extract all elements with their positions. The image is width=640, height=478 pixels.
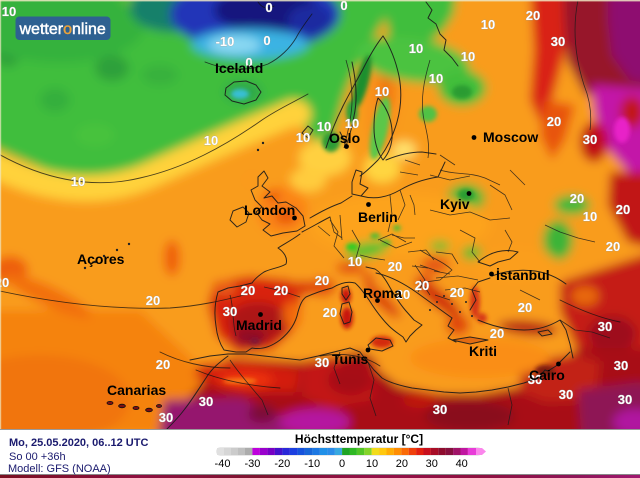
svg-text:40: 40 <box>456 458 468 470</box>
svg-text:20: 20 <box>526 8 540 23</box>
svg-text:10: 10 <box>375 84 389 99</box>
svg-text:Cairo: Cairo <box>529 367 565 383</box>
svg-text:20: 20 <box>606 239 620 254</box>
svg-text:Kyiv: Kyiv <box>440 196 470 212</box>
svg-text:Höchsttemperatur [°C]: Höchsttemperatur [°C] <box>295 432 423 446</box>
svg-text:-20: -20 <box>274 458 290 470</box>
svg-text:30: 30 <box>426 458 438 470</box>
svg-text:Oslo: Oslo <box>329 130 360 146</box>
svg-text:30: 30 <box>598 319 612 334</box>
svg-text:0: 0 <box>263 33 270 48</box>
svg-text:10: 10 <box>204 133 218 148</box>
svg-text:30: 30 <box>559 387 573 402</box>
svg-text:10: 10 <box>366 458 378 470</box>
svg-text:10: 10 <box>71 174 85 189</box>
svg-text:20: 20 <box>570 191 584 206</box>
svg-text:Tunis: Tunis <box>332 351 369 367</box>
svg-text:20: 20 <box>396 287 410 302</box>
svg-text:-40: -40 <box>215 458 231 470</box>
svg-text:30: 30 <box>583 132 597 147</box>
svg-text:20: 20 <box>518 300 532 315</box>
svg-text:Modell: GFS (NOAA): Modell: GFS (NOAA) <box>8 463 111 475</box>
svg-text:Mo, 25.05.2020, 06..12 UTC: Mo, 25.05.2020, 06..12 UTC <box>9 437 148 449</box>
svg-text:-10: -10 <box>216 34 235 49</box>
svg-text:20: 20 <box>323 305 337 320</box>
svg-text:-10: -10 <box>304 458 320 470</box>
svg-text:0: 0 <box>339 458 345 470</box>
svg-text:10: 10 <box>317 119 331 134</box>
svg-text:London: London <box>244 202 295 218</box>
svg-text:20: 20 <box>315 273 329 288</box>
svg-text:30: 30 <box>618 392 632 407</box>
svg-text:Berlin: Berlin <box>358 209 398 225</box>
svg-text:10: 10 <box>345 116 359 131</box>
svg-text:30: 30 <box>223 304 237 319</box>
svg-text:10: 10 <box>2 4 16 19</box>
svg-text:20: 20 <box>450 285 464 300</box>
svg-text:So 00 +36h: So 00 +36h <box>9 451 66 463</box>
svg-text:Canarias: Canarias <box>107 382 166 398</box>
svg-text:Moscow: Moscow <box>483 129 538 145</box>
svg-text:20: 20 <box>274 283 288 298</box>
svg-text:10: 10 <box>461 49 475 64</box>
svg-text:10: 10 <box>583 209 597 224</box>
svg-text:30: 30 <box>614 358 628 373</box>
svg-text:10: 10 <box>348 254 362 269</box>
svg-text:10: 10 <box>429 71 443 86</box>
svg-text:Kriti: Kriti <box>469 343 497 359</box>
svg-text:20: 20 <box>241 283 255 298</box>
svg-text:20: 20 <box>156 357 170 372</box>
svg-text:20: 20 <box>146 293 160 308</box>
svg-text:İstanbul: İstanbul <box>496 267 550 283</box>
svg-text:30: 30 <box>315 355 329 370</box>
svg-text:20: 20 <box>0 275 9 290</box>
svg-text:Roma: Roma <box>363 285 402 301</box>
svg-text:20: 20 <box>547 114 561 129</box>
svg-text:-30: -30 <box>244 458 260 470</box>
svg-text:10: 10 <box>296 130 310 145</box>
svg-text:20: 20 <box>396 458 408 470</box>
svg-text:30: 30 <box>551 34 565 49</box>
svg-text:30: 30 <box>199 394 213 409</box>
svg-text:Madrid: Madrid <box>236 317 282 333</box>
svg-text:0: 0 <box>245 55 252 70</box>
svg-text:30: 30 <box>433 402 447 417</box>
svg-text:0: 0 <box>340 0 347 13</box>
svg-text:0: 0 <box>265 0 272 15</box>
svg-text:Iceland: Iceland <box>215 60 263 76</box>
svg-text:10: 10 <box>409 41 423 56</box>
svg-text:wetteronline: wetteronline <box>19 21 106 38</box>
svg-text:20: 20 <box>490 326 504 341</box>
svg-text:10: 10 <box>481 17 495 32</box>
svg-text:30: 30 <box>159 410 173 425</box>
svg-text:20: 20 <box>388 259 402 274</box>
svg-text:30: 30 <box>528 372 542 387</box>
svg-text:Açores: Açores <box>77 251 125 267</box>
svg-text:20: 20 <box>616 202 630 217</box>
svg-text:20: 20 <box>415 278 429 293</box>
